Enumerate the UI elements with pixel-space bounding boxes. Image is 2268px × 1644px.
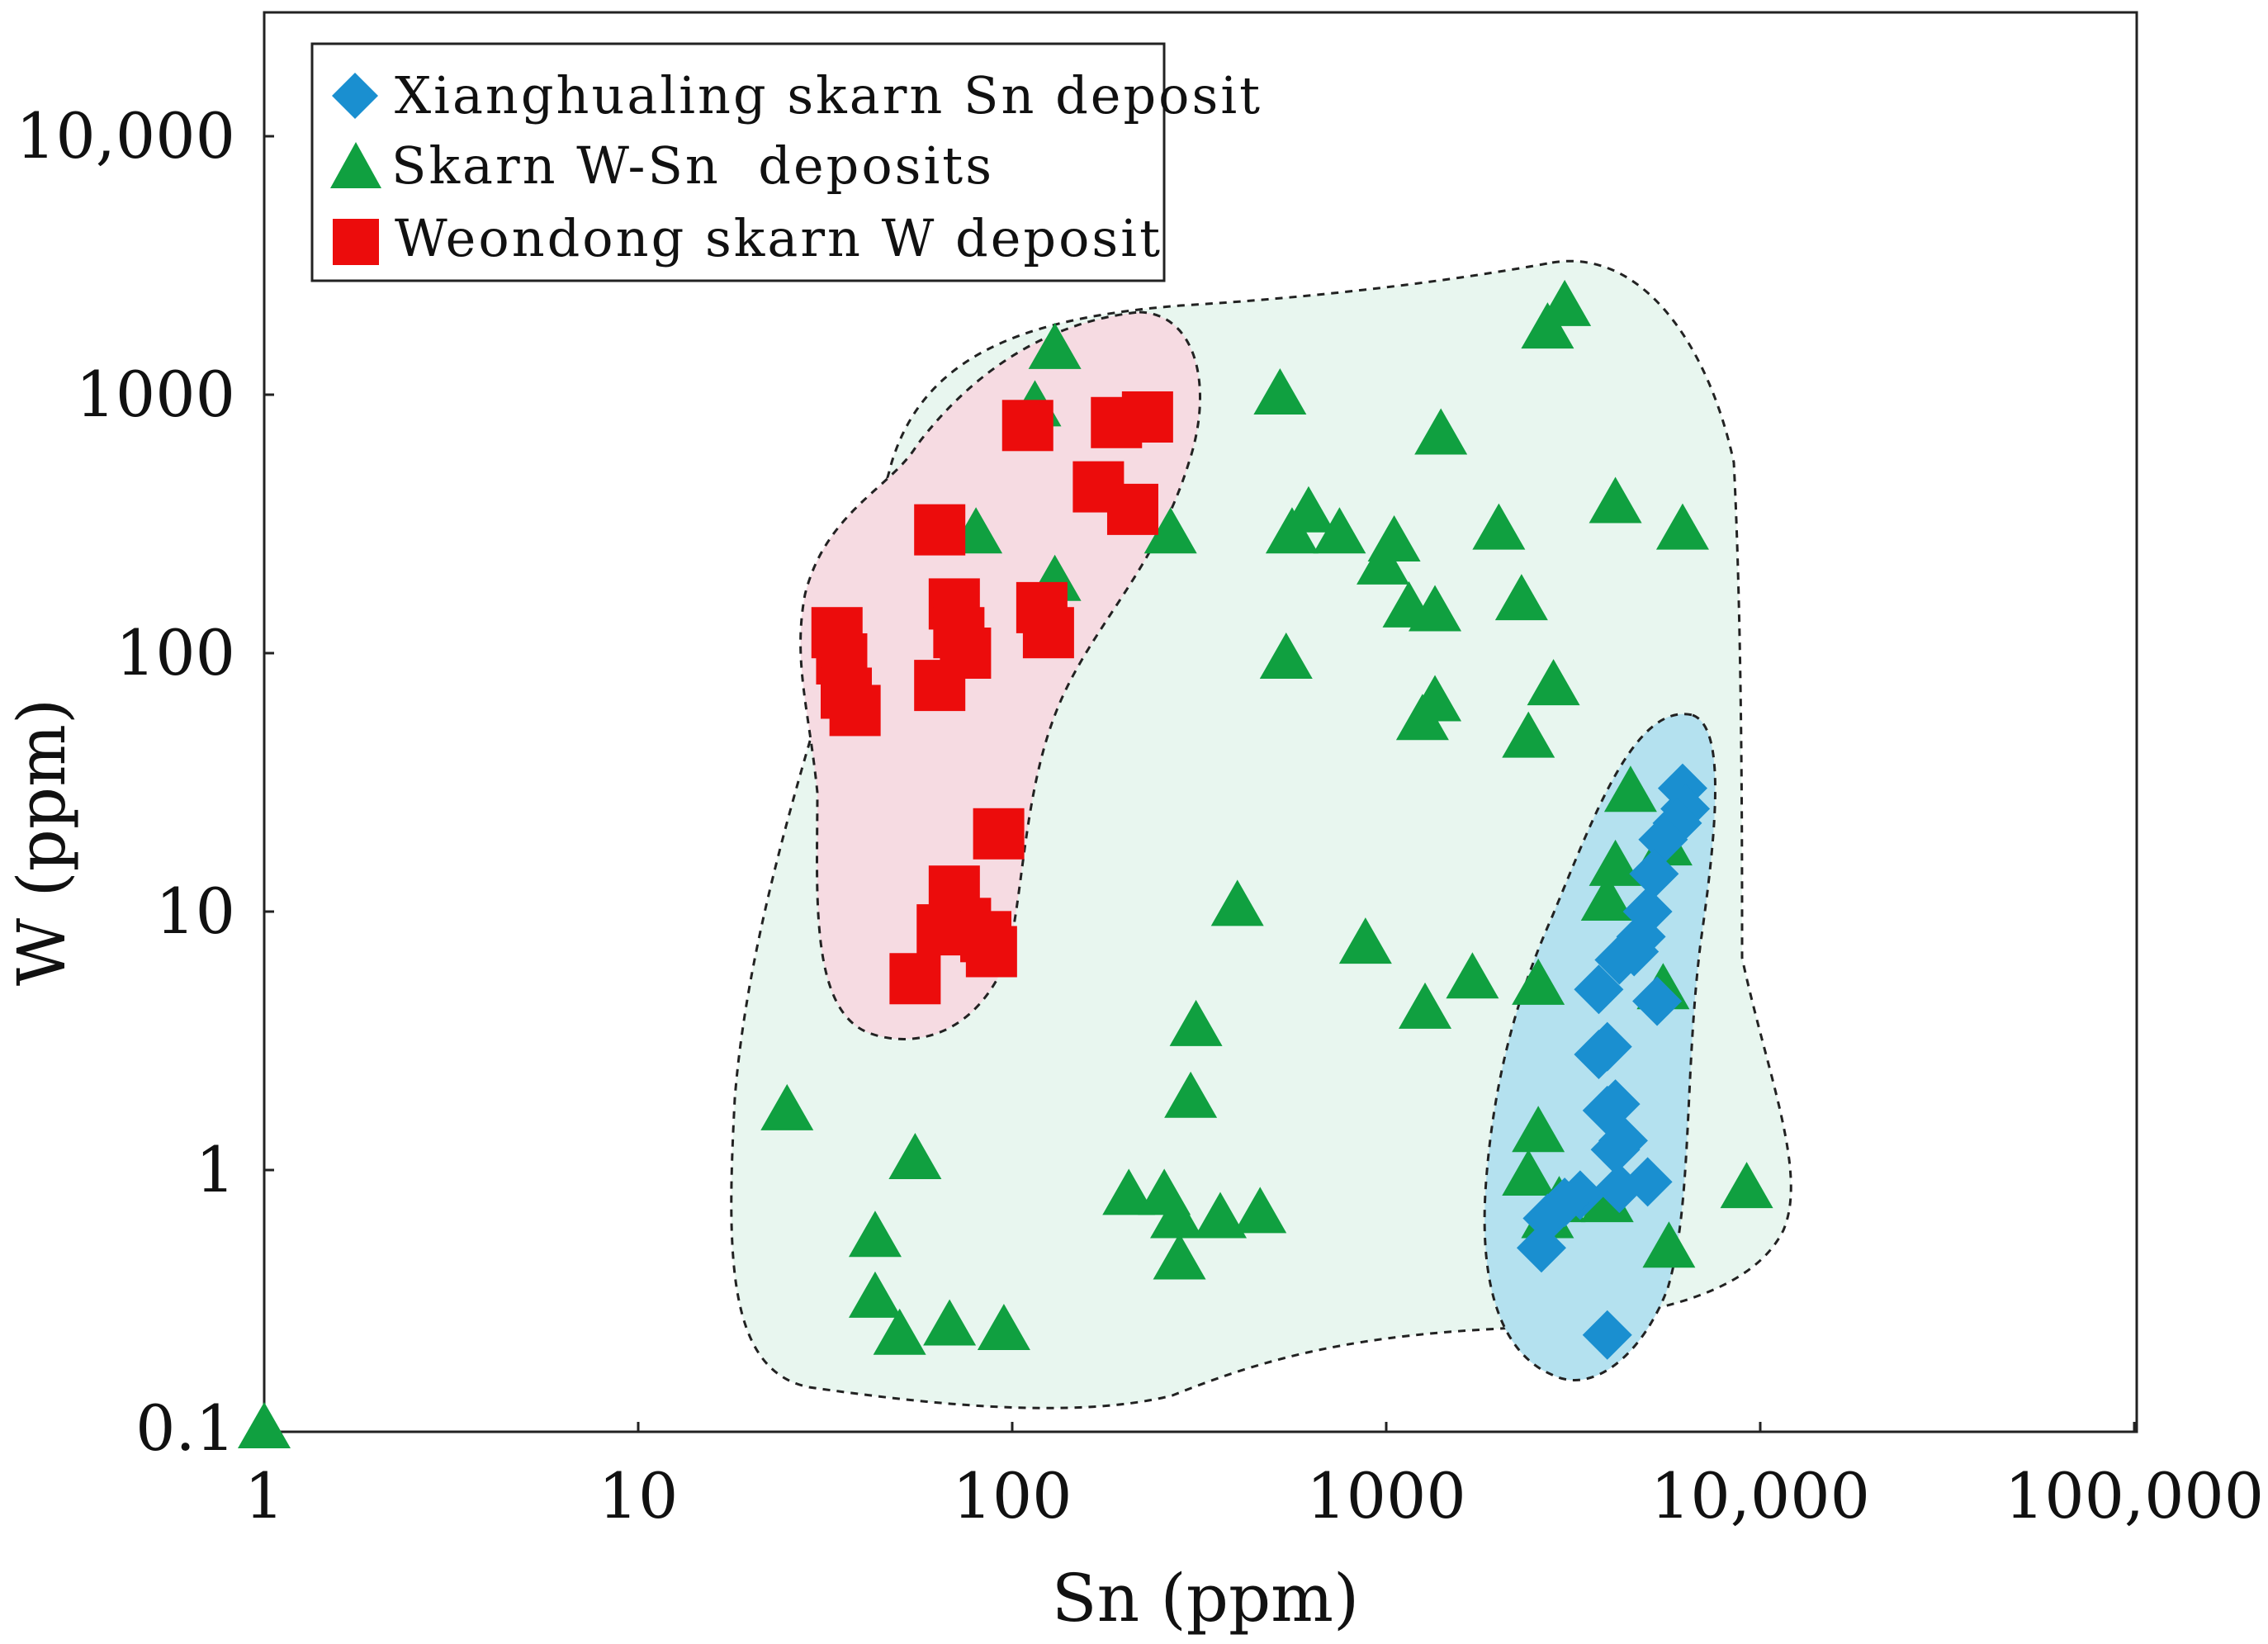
skarn-w-sn-point	[848, 1271, 902, 1318]
x-tick-label: 10,000	[1650, 1459, 1870, 1533]
skarn-w-sn-point	[1395, 694, 1449, 741]
skarn-w-sn-point	[1446, 952, 1499, 999]
x-tick-label: 10	[599, 1459, 679, 1533]
skarn-w-sn-point	[1233, 1187, 1287, 1234]
skarn-w-sn-point	[1028, 322, 1082, 369]
skarn-w-sn-point	[1169, 999, 1223, 1046]
y-tick-label: 100	[116, 616, 235, 689]
weondong-point	[914, 504, 966, 556]
skarn-w-sn-point	[1603, 765, 1657, 813]
skarn-w-sn-point	[1399, 982, 1452, 1029]
skarn-w-sn-point	[760, 1083, 814, 1130]
skarn-w-sn-point	[1164, 1071, 1218, 1118]
data-points	[238, 279, 1773, 1448]
plot-frame	[263, 11, 2138, 1433]
skarn-w-sn-point	[1502, 711, 1555, 758]
skarn-w-sn-point	[888, 1133, 942, 1180]
skarn-w-sn-point	[1512, 1106, 1565, 1153]
xianghualing-point	[1594, 935, 1645, 985]
legend-label-skarn-w-sn: Skarn W-Sn deposits	[391, 135, 994, 196]
skarn-w-sn-point	[1512, 958, 1565, 1005]
skarn-w-sn-point	[1720, 1162, 1773, 1209]
weondong-point	[1001, 400, 1054, 452]
legend-label-weondong: Weondong skarn W deposit	[395, 208, 1162, 268]
xianghualing-point	[1632, 976, 1683, 1026]
skarn-w-sn-point	[1338, 917, 1392, 964]
y-axis-ticks: 0.1 1 10 100 1000 10,000	[16, 99, 274, 1465]
legend-marker-triangle	[330, 142, 381, 188]
weondong-point	[965, 926, 1017, 978]
weondong-point	[829, 685, 881, 737]
x-axis-ticks: 1 10 100 1000 10,000 100,000	[244, 1422, 2264, 1533]
xianghualing-point	[1574, 1030, 1624, 1080]
xianghualing-point	[1582, 1310, 1632, 1360]
y-tick-label: 1	[196, 1133, 235, 1206]
weondong-point	[973, 808, 1025, 860]
skarn-w-sn-point	[977, 1303, 1030, 1350]
skarn-w-sn-point	[1527, 659, 1580, 706]
xianghualing-point	[1590, 1125, 1641, 1175]
x-tick-label: 100,000	[2005, 1459, 2264, 1533]
weondong-point	[914, 660, 966, 712]
xianghualing-point	[1516, 1223, 1566, 1273]
skarn-w-sn-point	[1538, 279, 1592, 326]
x-tick-label: 100	[952, 1459, 1072, 1533]
skarn-w-sn-point	[1589, 476, 1642, 524]
skarn-w-sn-point	[1367, 514, 1421, 561]
skarn-w-sn-point	[1589, 839, 1642, 886]
y-tick-label: 10,000	[16, 99, 235, 173]
xianghualing-point	[1629, 849, 1679, 899]
legend: Xianghualing skarn Sn deposit Skarn W-Sn…	[310, 42, 1262, 282]
skarn-w-sn-point	[1414, 408, 1468, 455]
legend-marker-diamond	[332, 73, 378, 119]
skarn-w-sn-point	[1210, 879, 1264, 926]
y-tick-label: 1000	[76, 358, 235, 431]
xianghualing-point	[1594, 1163, 1645, 1214]
weondong-point	[1106, 483, 1158, 535]
skarn-w-sn-point	[873, 1308, 926, 1355]
legend-label-xianghualing: Xianghualing skarn Sn deposit	[395, 65, 1262, 126]
skarn-w-sn-point	[1253, 368, 1307, 415]
skarn-w-sn-point	[238, 1402, 291, 1448]
xianghualing-point	[1638, 814, 1688, 865]
skarn-w-sn-point	[1502, 1149, 1555, 1196]
y-tick-label: 10	[155, 874, 235, 948]
x-tick-label: 1000	[1306, 1459, 1465, 1533]
y-tick-label: 0.1	[135, 1391, 235, 1465]
skarn-w-sn-point	[1313, 507, 1366, 554]
skarn-w-sn-point	[1472, 503, 1526, 550]
weondong-point	[1121, 391, 1173, 443]
skarn-w-sn-point	[1382, 580, 1436, 628]
xianghualing-point	[1574, 964, 1624, 1015]
skarn-w-sn-point	[1265, 507, 1319, 554]
skarn-w-sn-point	[1259, 632, 1313, 679]
skarn-w-sn-point	[1143, 507, 1197, 554]
skarn-w-sn-point	[1153, 1233, 1206, 1280]
legend-box	[310, 42, 1166, 282]
skarn-w-sn-point	[1642, 1221, 1696, 1268]
legend-marker-square	[333, 219, 379, 265]
skarn-w-sn-point	[848, 1210, 902, 1258]
weondong-point	[889, 953, 941, 1005]
skarn-w-sn-point	[1194, 1192, 1248, 1239]
skarn-w-sn-point	[1580, 874, 1634, 921]
y-axis-title: W (ppm)	[3, 699, 80, 986]
skarn-w-sn-point	[1494, 574, 1548, 621]
weondong-point	[1022, 607, 1074, 659]
skarn-w-sn-point	[1655, 503, 1709, 550]
skarn-w-sn-point	[1102, 1168, 1156, 1215]
skarn-w-sn-point	[1150, 1192, 1204, 1239]
x-axis-title: Sn (ppm)	[1052, 1560, 1359, 1637]
skarn-w-sn-point	[923, 1299, 977, 1346]
x-tick-label: 1	[244, 1459, 284, 1533]
